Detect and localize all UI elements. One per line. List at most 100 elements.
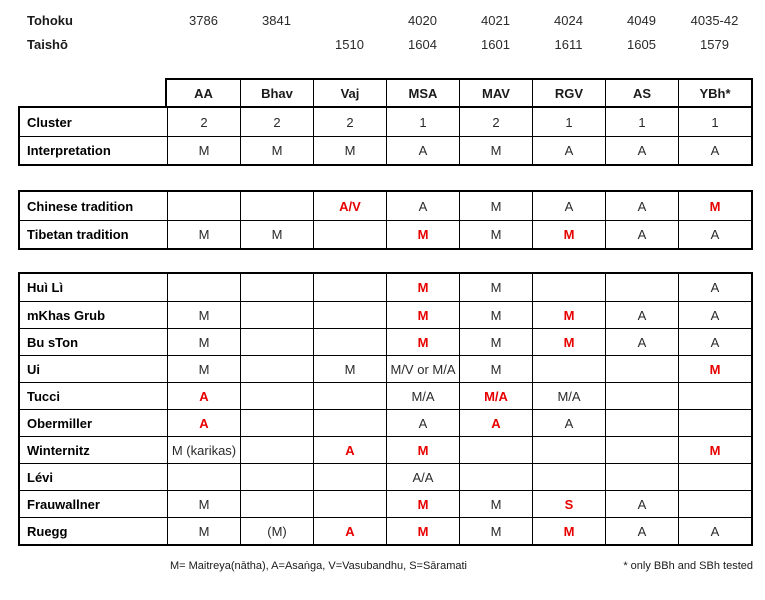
table-cell — [167, 463, 240, 490]
table-cell — [459, 436, 532, 463]
row-label: Frauwallner — [20, 490, 167, 517]
footnotes: M= Maitreya(nātha), A=Asaṅga, V=Vasuband… — [18, 560, 753, 572]
table-cell: A — [605, 192, 678, 220]
table-cell: A — [386, 192, 459, 220]
catalog-row-label: Tohoku — [27, 12, 73, 28]
column-headers: AA Bhav Vaj MSA MAV RGV AS YBh* — [165, 78, 753, 106]
table-cell: M — [459, 355, 532, 382]
catalog-number: 1601 — [481, 36, 510, 52]
table-cell — [678, 463, 751, 490]
table-cell — [678, 382, 751, 409]
row-label: Cluster — [27, 114, 72, 130]
table-row: Tucci A M/A M/A M/A — [20, 382, 751, 409]
table-cell: A — [167, 382, 240, 409]
catalog-number: 1605 — [627, 36, 656, 52]
table-cell — [240, 274, 313, 301]
table-cell: M — [167, 328, 240, 355]
catalog-number: 1510 — [335, 36, 364, 52]
table-cell — [313, 220, 386, 248]
table-cell: M — [167, 136, 240, 164]
table-cell: A — [313, 517, 386, 544]
table-cell: M — [678, 355, 751, 382]
table-cell: M/A — [532, 382, 605, 409]
table-cell: 2 — [459, 108, 532, 136]
table-cell: 1 — [605, 108, 678, 136]
table-cell: M/V or M/A — [386, 355, 459, 382]
table-cell: M — [313, 355, 386, 382]
table-cell — [313, 274, 386, 301]
row-label: mKhas Grub — [20, 301, 167, 328]
table-row: Winternitz M (karikas) A M M — [20, 436, 751, 463]
table-cell — [313, 328, 386, 355]
row-label: Winternitz — [20, 436, 167, 463]
catalog-number: 1579 — [700, 36, 729, 52]
table-cell: A — [678, 274, 751, 301]
table-cell — [532, 436, 605, 463]
table-row: Ui M M M/V or M/A M M — [20, 355, 751, 382]
table-cell: M — [678, 436, 751, 463]
column-header: AA — [194, 85, 213, 101]
table-cell: M — [678, 192, 751, 220]
catalog-row: Tohoku 3786 3841 4020 4021 4024 4049 4035-42 — [20, 8, 765, 32]
table-cell — [240, 409, 313, 436]
table-cell — [313, 463, 386, 490]
table-cell: A — [605, 220, 678, 248]
table-cell: M — [459, 490, 532, 517]
table-cell: M — [240, 136, 313, 164]
catalog-number: 4024 — [554, 12, 583, 28]
row-label: Tibetan tradition — [20, 220, 167, 248]
column-header: AS — [605, 80, 678, 106]
table-cell — [605, 463, 678, 490]
row-label: Bu sTon — [20, 328, 167, 355]
table-cell: M — [240, 220, 313, 248]
table-cell: M — [167, 517, 240, 544]
table-cell: M (karikas) — [167, 436, 240, 463]
table-row: Obermiller A A A A — [20, 409, 751, 436]
table-cell — [167, 192, 240, 220]
table-cell — [605, 274, 678, 301]
table-cell — [313, 490, 386, 517]
catalog-number: 4021 — [481, 12, 510, 28]
table-cell: M — [459, 328, 532, 355]
table-cell: 1 — [678, 108, 751, 136]
table-cell: M/A — [386, 382, 459, 409]
table-cell: M — [459, 220, 532, 248]
table-cell: A — [459, 409, 532, 436]
catalog-row: Taishō 1510 1604 1601 1611 1605 1579 — [20, 32, 765, 56]
row-label: Tucci — [20, 382, 167, 409]
table-cell: A — [605, 136, 678, 164]
table-row: Interpretation M M M A M A A A — [20, 136, 751, 164]
table-cell — [678, 409, 751, 436]
table-cell: M — [459, 136, 532, 164]
table-cell: A — [678, 220, 751, 248]
table-cell — [532, 355, 605, 382]
table-cell: M — [386, 328, 459, 355]
table-cell: 1 — [386, 108, 459, 136]
table-cell: M — [167, 490, 240, 517]
catalog-number: 3841 — [262, 12, 291, 28]
table-cell: M — [386, 301, 459, 328]
column-header: MAV — [459, 80, 532, 106]
table-cell — [240, 301, 313, 328]
table-row: Lévi A/A — [20, 463, 751, 490]
table-cell: A — [532, 409, 605, 436]
table-cell — [313, 301, 386, 328]
row-label: Ui — [20, 355, 167, 382]
table-cell: (M) — [240, 517, 313, 544]
table-cell: S — [532, 490, 605, 517]
table-cell — [240, 382, 313, 409]
table-cell: A — [678, 136, 751, 164]
table-cell — [240, 192, 313, 220]
table-cell: M — [532, 328, 605, 355]
table-cell: M — [386, 436, 459, 463]
asterisk-note: * only BBh and SBh tested — [623, 560, 753, 572]
table-cell: M — [386, 490, 459, 517]
table-cell — [678, 490, 751, 517]
table-cell: A/V — [313, 192, 386, 220]
cluster-table: Cluster 2 2 2 1 2 1 1 1 Interpretation M M M A M A A A — [18, 106, 753, 166]
column-header: Vaj — [313, 80, 386, 106]
table-cell — [240, 463, 313, 490]
table-cell: A — [167, 409, 240, 436]
table-cell — [313, 382, 386, 409]
